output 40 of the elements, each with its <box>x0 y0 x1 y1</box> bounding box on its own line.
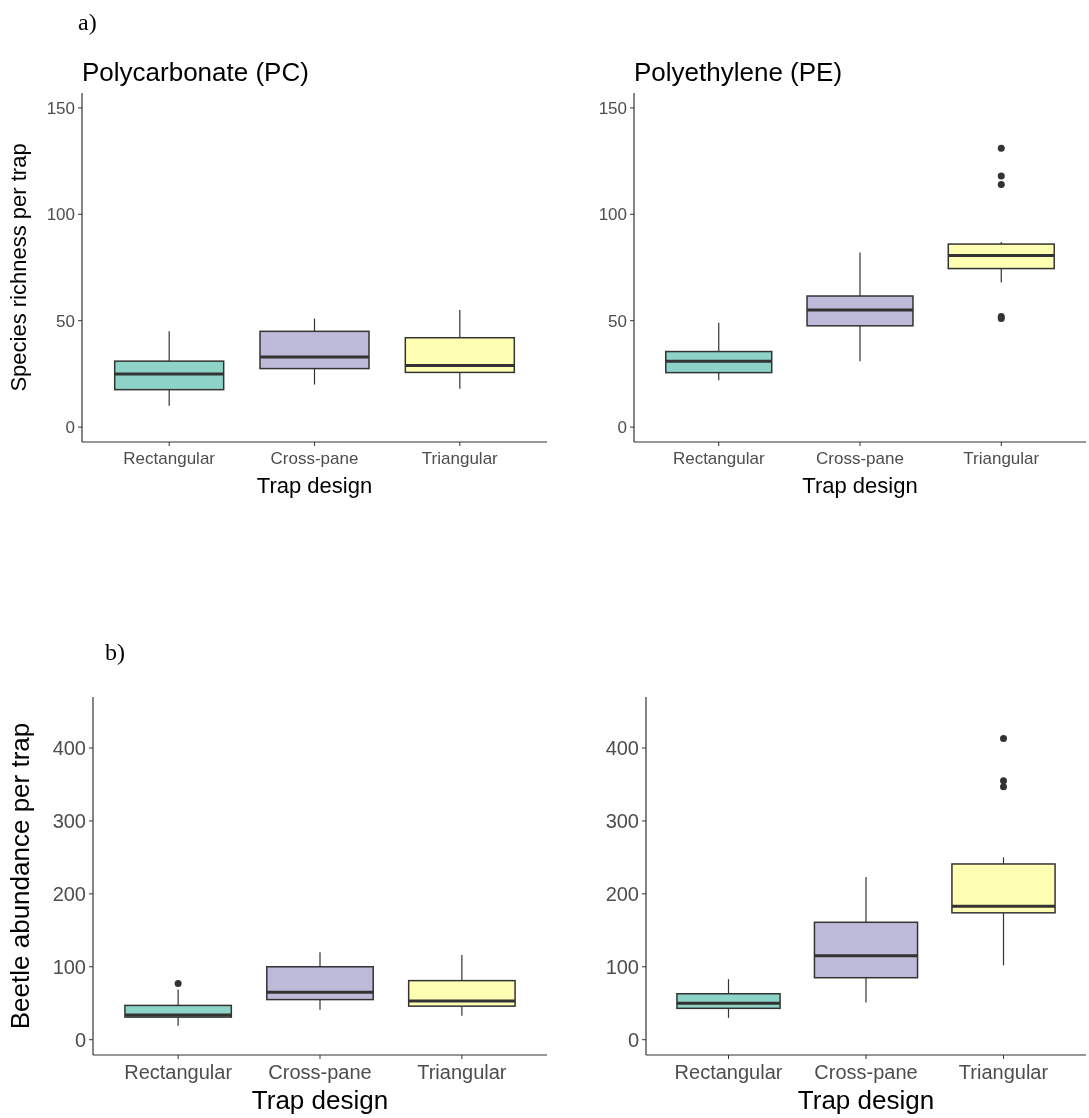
x-tick-label: Triangular <box>958 1061 1049 1083</box>
x-tick-label: Rectangular <box>674 1061 783 1083</box>
chart-title: Polyethylene (PE) <box>634 57 843 87</box>
y-tick-label: 400 <box>605 737 639 760</box>
x-tick-label: Rectangular <box>672 448 765 468</box>
x-tick-label: Cross-pane <box>816 448 904 468</box>
text: b) <box>105 639 125 665</box>
y-tick-label: 50 <box>56 311 75 331</box>
y-tick-label: 100 <box>52 955 86 978</box>
x-tick-label: Cross-pane <box>814 1061 918 1083</box>
y-tick-label: 300 <box>52 809 86 832</box>
y-tick-label: 0 <box>627 1028 639 1051</box>
y-tick-label: 200 <box>52 882 86 905</box>
y-tick-label: 0 <box>65 418 75 438</box>
x-tick-label: Triangular <box>417 1061 507 1083</box>
x-tick-label: Rectangular <box>123 448 216 468</box>
x-axis-title: Trap design <box>256 473 373 498</box>
x-tick-label: Cross-pane <box>268 1061 372 1083</box>
y-axis-title: Beetle abundance per trap <box>5 722 35 1030</box>
y-tick-label: 100 <box>598 205 627 225</box>
text: a) <box>78 9 97 35</box>
y-tick-label: 400 <box>52 737 86 760</box>
x-axis-title: Trap design <box>797 1085 935 1115</box>
y-tick-label: 0 <box>617 418 627 438</box>
y-tick-label: 150 <box>46 98 75 118</box>
x-tick-label: Cross-pane <box>270 448 359 468</box>
y-tick-label: 100 <box>46 205 75 225</box>
x-tick-label: Rectangular <box>124 1061 233 1083</box>
y-tick-label: 200 <box>605 882 639 905</box>
y-tick-label: 50 <box>608 311 627 331</box>
y-tick-label: 0 <box>74 1028 86 1051</box>
x-axis-title: Trap design <box>802 473 918 498</box>
y-tick-label: 100 <box>605 955 639 978</box>
chart-title: Polycarbonate (PC) <box>82 57 309 87</box>
x-tick-label: Triangular <box>963 448 1040 468</box>
y-tick-label: 150 <box>598 98 627 118</box>
y-tick-label: 300 <box>605 809 639 832</box>
y-axis-title: Species richness per trap <box>5 143 31 392</box>
x-axis-title: Trap design <box>251 1085 389 1115</box>
x-tick-label: Triangular <box>421 448 499 468</box>
